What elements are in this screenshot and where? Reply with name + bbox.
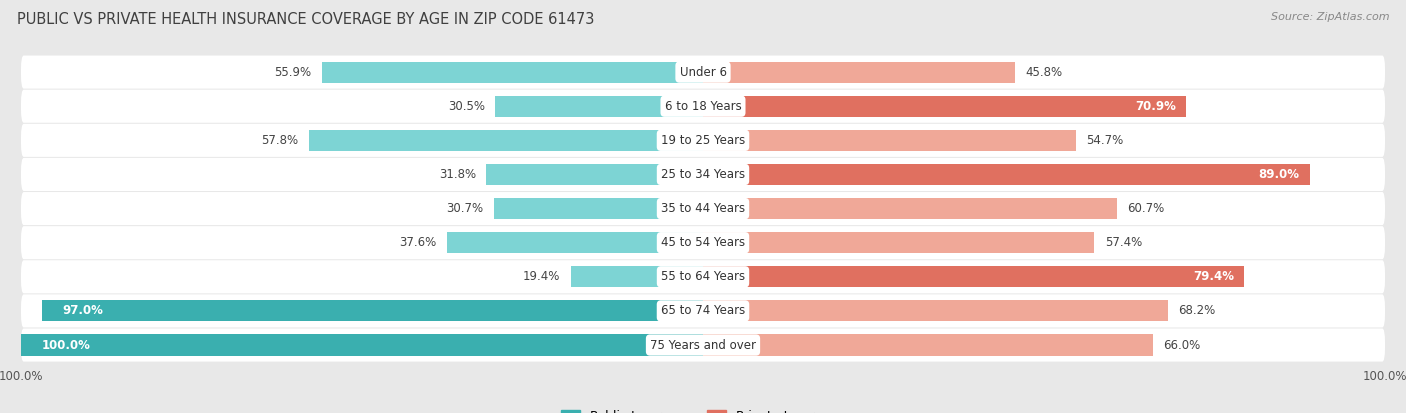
FancyBboxPatch shape [21, 328, 1385, 362]
FancyBboxPatch shape [21, 55, 1385, 89]
FancyBboxPatch shape [21, 226, 1385, 259]
Text: 57.8%: 57.8% [262, 134, 298, 147]
Text: 60.7%: 60.7% [1128, 202, 1164, 215]
Text: 6 to 18 Years: 6 to 18 Years [665, 100, 741, 113]
Text: 31.8%: 31.8% [439, 168, 475, 181]
Bar [21, 335, 703, 356]
Bar [322, 62, 703, 83]
Bar [703, 198, 1116, 219]
Bar [703, 62, 1015, 83]
Text: 100.0%: 100.0% [42, 339, 90, 351]
Bar [703, 164, 1310, 185]
Text: Under 6: Under 6 [679, 66, 727, 78]
Bar [703, 96, 1187, 117]
Text: 75 Years and over: 75 Years and over [650, 339, 756, 351]
Text: 45 to 54 Years: 45 to 54 Years [661, 236, 745, 249]
Bar [703, 266, 1244, 287]
Bar [703, 300, 1168, 321]
Text: 97.0%: 97.0% [62, 304, 103, 318]
Text: 30.7%: 30.7% [446, 202, 484, 215]
FancyBboxPatch shape [21, 124, 1385, 157]
Text: Source: ZipAtlas.com: Source: ZipAtlas.com [1271, 12, 1389, 22]
Text: 35 to 44 Years: 35 to 44 Years [661, 202, 745, 215]
Bar [703, 130, 1076, 151]
Text: 55 to 64 Years: 55 to 64 Years [661, 270, 745, 283]
Bar [703, 335, 1153, 356]
Legend: Public Insurance, Private Insurance: Public Insurance, Private Insurance [555, 405, 851, 413]
FancyBboxPatch shape [21, 192, 1385, 225]
Text: 89.0%: 89.0% [1258, 168, 1299, 181]
FancyBboxPatch shape [21, 90, 1385, 123]
Text: PUBLIC VS PRIVATE HEALTH INSURANCE COVERAGE BY AGE IN ZIP CODE 61473: PUBLIC VS PRIVATE HEALTH INSURANCE COVER… [17, 12, 595, 27]
FancyBboxPatch shape [21, 294, 1385, 328]
Text: 25 to 34 Years: 25 to 34 Years [661, 168, 745, 181]
Text: 68.2%: 68.2% [1178, 304, 1216, 318]
Text: 19.4%: 19.4% [523, 270, 561, 283]
FancyBboxPatch shape [21, 260, 1385, 293]
Text: 57.4%: 57.4% [1105, 236, 1142, 249]
Bar [494, 198, 703, 219]
Text: 19 to 25 Years: 19 to 25 Years [661, 134, 745, 147]
Bar [495, 96, 703, 117]
Bar [42, 300, 703, 321]
Text: 70.9%: 70.9% [1136, 100, 1177, 113]
Bar [571, 266, 703, 287]
Bar [486, 164, 703, 185]
Text: 66.0%: 66.0% [1163, 339, 1201, 351]
Bar [309, 130, 703, 151]
Text: 79.4%: 79.4% [1194, 270, 1234, 283]
Text: 30.5%: 30.5% [447, 100, 485, 113]
Text: 37.6%: 37.6% [399, 236, 436, 249]
Bar [703, 232, 1094, 253]
Bar [447, 232, 703, 253]
FancyBboxPatch shape [21, 158, 1385, 191]
Text: 55.9%: 55.9% [274, 66, 312, 78]
Text: 54.7%: 54.7% [1087, 134, 1123, 147]
Text: 45.8%: 45.8% [1025, 66, 1063, 78]
Text: 65 to 74 Years: 65 to 74 Years [661, 304, 745, 318]
